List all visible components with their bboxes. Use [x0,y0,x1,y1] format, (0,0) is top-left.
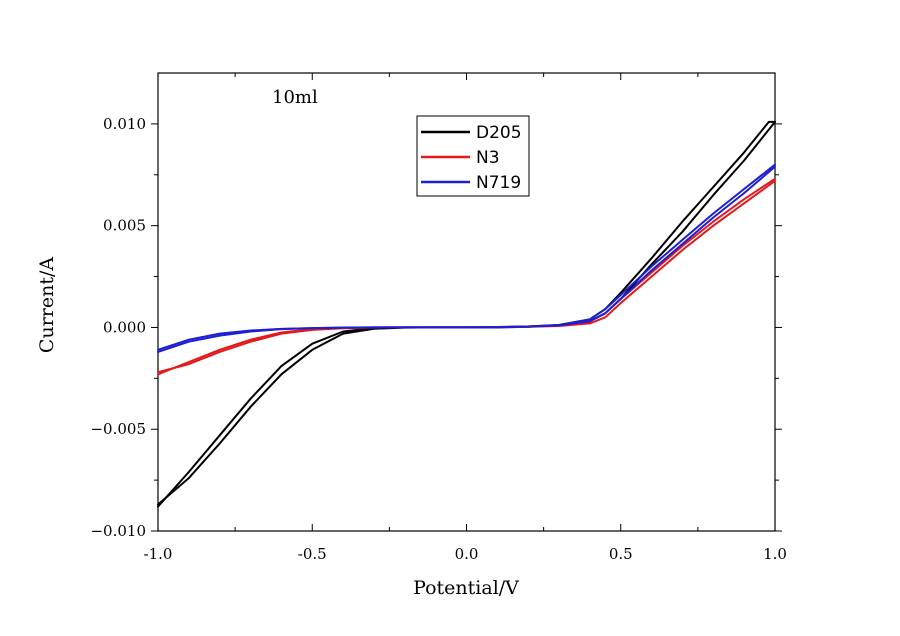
y-tick-label: −0.010 [90,522,146,540]
y-axis: −0.010 −0.005 0.000 0.005 0.010 [90,115,782,540]
x-axis: -1.0 -0.5 0.0 0.5 1.0 [144,73,787,563]
x-tick-label: 0.5 [609,545,633,563]
y-tick-label: 0.000 [103,318,146,336]
series-layer [157,120,776,508]
x-axis-title: Potential/V [413,577,519,599]
x-tick-label: 0.0 [455,545,479,563]
series-line-n719-reverse [157,163,776,351]
y-tick-label: −0.005 [90,420,146,438]
y-axis-title: Current/A [36,257,58,353]
legend: D205 N3 N719 [416,115,530,197]
legend-label-n719: N719 [476,173,521,193]
plot-area: -1.0 -0.5 0.0 0.5 1.0 −0.010 −0.005 0.000 0.005… [90,72,787,563]
legend-label-d205: D205 [476,123,522,143]
x-tick-label: -0.5 [298,545,327,563]
legend-label-n3: N3 [476,148,500,168]
annotation-label: 10ml [272,87,318,108]
x-tick-label: 1.0 [763,545,787,563]
x-tick-label: -1.0 [144,545,173,563]
y-tick-label: 0.005 [103,217,146,235]
series-line-n3-reverse [157,177,776,374]
y-tick-label: 0.010 [103,115,146,133]
series-line-n3-forward [157,179,776,376]
